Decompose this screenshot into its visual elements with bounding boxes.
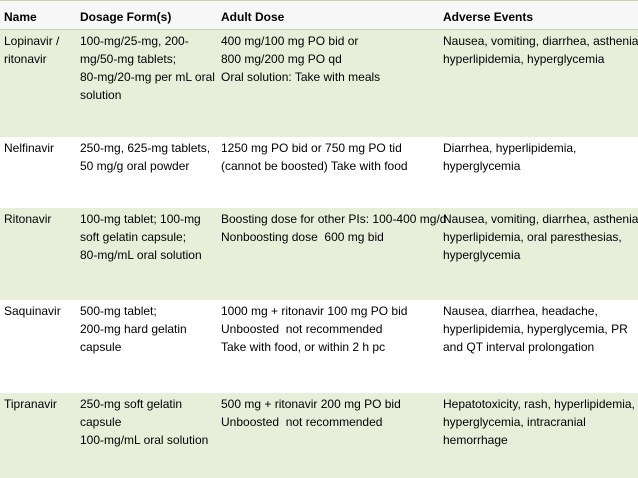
- cell-text: 1000 mg + ritonavir 100 mg PO bid: [221, 304, 408, 318]
- cell-text: 100-mg/mL oral solution: [80, 433, 209, 447]
- cell-text: soft gelatin capsule;: [80, 230, 187, 244]
- table-row: Lopinavir / ritonavir 100-mg/25-mg, 200- mg…: [0, 30, 638, 137]
- cell-text: hyperglycemia: [443, 248, 521, 262]
- cell-text: Nelfinavir: [4, 141, 55, 155]
- cell-text: Unboosted not recommended: [221, 415, 383, 429]
- header-cell: Adult Dose: [221, 10, 285, 24]
- cell-text: Oral solution: Take with meals: [221, 70, 381, 84]
- cell-text: hyperlipidemia, hyperglycemia: [443, 52, 605, 66]
- cell-text: hyperglycemia, intracranial: [443, 415, 586, 429]
- cell-text: Nonboosting dose 600 mg bid: [221, 230, 384, 244]
- cell-text: solution: [80, 88, 122, 102]
- table-row: Ritonavir 100-mg tablet; 100-mg soft gelat…: [0, 208, 638, 300]
- cell-text: Ritonavir: [4, 212, 52, 226]
- cell-text: 200-mg hard gelatin: [80, 322, 187, 336]
- cell-text: Boosting dose for other PIs: 100-400 mg/…: [221, 212, 447, 226]
- cell-text: hyperlipidemia, hyperglycemia, PR: [443, 322, 628, 336]
- cell-text: 400 mg/100 mg PO bid or: [221, 34, 359, 48]
- cell-text: 800 mg/200 mg PO qd: [221, 52, 342, 66]
- cell-text: 80-mg/20-mg per mL oral: [80, 70, 215, 84]
- cell-text: Saquinavir: [4, 304, 61, 318]
- header-cell: Dosage Form(s): [80, 10, 172, 24]
- cell-text: 500 mg + ritonavir 200 mg PO bid: [221, 397, 401, 411]
- cell-text: mg/50-mg tablets;: [80, 52, 177, 66]
- cell-text: and QT interval prolongation: [443, 340, 595, 354]
- cell-text: Take with food, or within 2 h pc: [221, 340, 386, 354]
- cell-text: Tipranavir: [4, 397, 57, 411]
- cell-text: Lopinavir /: [4, 34, 60, 48]
- cell-text: (cannot be boosted) Take with food: [221, 159, 408, 173]
- table-row: Tipranavir 250-mg soft gelatin capsule 100-…: [0, 393, 638, 478]
- cell-text: capsule: [80, 340, 122, 354]
- cell-text: Nausea, diarrhea, headache,: [443, 304, 598, 318]
- header-cell: Name: [4, 10, 37, 24]
- cell-text: ritonavir: [4, 52, 47, 66]
- cell-text: 500-mg tablet;: [80, 304, 157, 318]
- cell-text: 80-mg/mL oral solution: [80, 248, 202, 262]
- cell-text: 1250 mg PO bid or 750 mg PO tid: [221, 141, 402, 155]
- cell-text: hyperglycemia: [443, 159, 521, 173]
- cell-text: 50 mg/g oral powder: [80, 159, 190, 173]
- header-cell: Adverse Events: [443, 10, 534, 24]
- cell-text: 100-mg/25-mg, 200-: [80, 34, 189, 48]
- cell-text: 250-mg, 625-mg tablets,: [80, 141, 211, 155]
- cell-text: capsule: [80, 415, 122, 429]
- cell-text: Nausea, vomiting, diarrhea, asthenia,: [443, 34, 638, 48]
- cell-text: hemorrhage: [443, 433, 508, 447]
- table-row: Saquinavir 500-mg tablet; 200-mg hard gela…: [0, 300, 638, 393]
- cell-text: 250-mg soft gelatin: [80, 397, 183, 411]
- cell-text: Diarrhea, hyperlipidemia,: [443, 141, 577, 155]
- cell-text: 100-mg tablet; 100-mg: [80, 212, 201, 226]
- cell-text: Hepatotoxicity, rash, hyperlipidemia,: [443, 397, 635, 411]
- table-row: Nelfinavir 250-mg, 625-mg tablets, 50 mg/g…: [0, 137, 638, 208]
- header-row: Name Dosage Form(s) Adult Dose Adverse E…: [0, 0, 638, 30]
- cell-text: Nausea, vomiting, diarrhea, asthenia,: [443, 212, 638, 226]
- cell-text: Unboosted not recommended: [221, 322, 383, 336]
- cell-text: hyperlipidemia, oral paresthesias,: [443, 230, 622, 244]
